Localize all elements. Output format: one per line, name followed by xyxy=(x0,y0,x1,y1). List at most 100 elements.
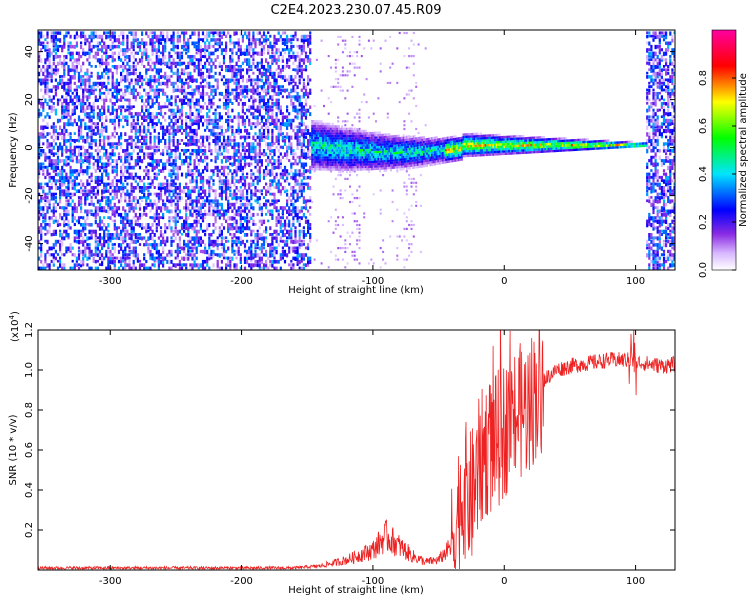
spectrogram-cell xyxy=(193,165,196,171)
spectrogram-cell xyxy=(134,122,137,125)
spectrogram-cell xyxy=(176,199,179,203)
spectrogram-cell xyxy=(279,38,282,42)
spectrogram-cell xyxy=(38,216,41,221)
spectrogram-cell xyxy=(63,182,66,186)
spectrogram-cell xyxy=(96,145,99,150)
spectrogram-cell xyxy=(98,249,102,254)
spectrogram-cell xyxy=(65,209,68,214)
spectrogram-cell xyxy=(54,219,57,223)
spectrogram-cell xyxy=(38,149,41,153)
spectrogram-cell xyxy=(73,65,76,70)
spectrogram-cell xyxy=(212,243,215,248)
spectrogram-cell xyxy=(145,118,148,122)
spectrogram-cell xyxy=(212,239,215,244)
spectrogram-cell xyxy=(168,75,171,79)
spectrogram-cell xyxy=(218,91,221,96)
spectrogram-cell xyxy=(187,85,190,90)
spectrogram-cell xyxy=(288,135,291,141)
spectrogram-cell xyxy=(75,233,78,236)
spectrogram-cell xyxy=(262,65,266,70)
spectrogram-cell xyxy=(172,263,175,268)
spectrogram-cell xyxy=(130,128,133,133)
spectrogram-cell xyxy=(233,142,236,147)
spectrogram-cell xyxy=(71,61,74,66)
spectrogram-cell xyxy=(157,172,160,176)
spectrogram-cell xyxy=(122,31,125,35)
spectrogram-cell xyxy=(258,41,261,46)
spectrogram-cell xyxy=(153,41,156,45)
spectrogram-cell xyxy=(52,132,55,136)
spectrogram-cell xyxy=(279,125,282,131)
spectrogram-cell xyxy=(206,155,209,160)
spectrogram-cell xyxy=(220,186,223,190)
spectrogram-cell xyxy=(276,270,278,274)
spectrogram-cell xyxy=(204,212,207,216)
spectrogram-cell xyxy=(193,162,196,167)
spectrogram-cell xyxy=(206,165,209,169)
spectrogram-cell xyxy=(267,81,270,85)
spectrogram-cell xyxy=(267,31,270,35)
spectrogram-cell xyxy=(56,135,60,141)
spectrogram-cell xyxy=(283,152,287,157)
spectrogram-cell xyxy=(180,81,184,85)
spectrogram-cell xyxy=(273,270,275,274)
spectrogram-cell xyxy=(214,253,217,256)
spectrogram-cell xyxy=(130,31,133,36)
spectrogram-cell xyxy=(46,112,49,117)
spectrogram-cell xyxy=(44,226,47,231)
spectrogram-cell xyxy=(80,145,83,151)
spectrogram-cell xyxy=(136,256,139,261)
spectrogram-cell xyxy=(126,212,129,217)
spectrogram-cell xyxy=(206,179,209,184)
spectrogram-cell xyxy=(77,172,81,177)
spectrogram-cell xyxy=(98,108,102,113)
spectrogram-cell xyxy=(206,68,209,73)
spectrogram-cell xyxy=(80,41,83,45)
spectrogram-cell xyxy=(84,88,87,92)
spectrogram-cell xyxy=(237,118,240,123)
spectrogram-cell xyxy=(170,118,173,123)
spectrogram-cell xyxy=(128,105,131,110)
spectrogram-cell xyxy=(189,246,192,250)
spectrogram-cell xyxy=(136,152,139,156)
spectrogram-cell xyxy=(189,239,192,244)
spectrogram-cell xyxy=(132,199,135,203)
spectrogram-cell xyxy=(116,270,118,274)
spectrogram-cell xyxy=(262,34,266,38)
spectrogram-cell xyxy=(189,189,192,194)
spectrogram-cell xyxy=(98,202,102,208)
spectrogram-cell xyxy=(199,142,202,146)
spectrogram-cell xyxy=(178,186,181,190)
spectrogram-cell xyxy=(273,159,276,163)
spectrogram-cell xyxy=(210,91,213,96)
spectrogram-cell xyxy=(246,128,249,134)
spectrogram-cell xyxy=(113,58,116,62)
spectrogram-cell xyxy=(113,219,116,223)
spectrogram-cell xyxy=(61,243,64,247)
spectrogram-cell xyxy=(260,162,263,167)
spectrogram-cell xyxy=(220,91,223,96)
spectrogram-cell xyxy=(147,189,150,193)
spectrogram-cell xyxy=(283,165,287,171)
spectrogram-cell xyxy=(248,51,251,56)
spectrogram-cell xyxy=(86,256,89,261)
spectrogram-cell xyxy=(170,186,173,191)
spectrogram-cell xyxy=(271,263,274,268)
spectrogram-cell xyxy=(88,223,91,227)
spectrogram-cell xyxy=(201,216,205,221)
spectrogram-cell xyxy=(162,206,165,210)
spectrogram-cell xyxy=(214,118,217,123)
spectrogram-cell xyxy=(241,209,244,213)
spectrogram-cell xyxy=(107,88,110,92)
spectrogram-cell xyxy=(63,142,66,146)
spectrogram-cell xyxy=(126,159,129,164)
spectrogram-cell xyxy=(65,189,68,193)
spectrogram-cell xyxy=(130,175,133,180)
spectrogram-cell xyxy=(157,223,160,227)
spectrogram-cell xyxy=(103,31,106,35)
spectrogram-cell xyxy=(288,91,291,96)
spectrogram-cell xyxy=(237,253,240,256)
spectrogram-cell xyxy=(252,71,255,75)
spectrogram-cell xyxy=(201,259,205,264)
spectrogram-cell xyxy=(288,223,291,228)
